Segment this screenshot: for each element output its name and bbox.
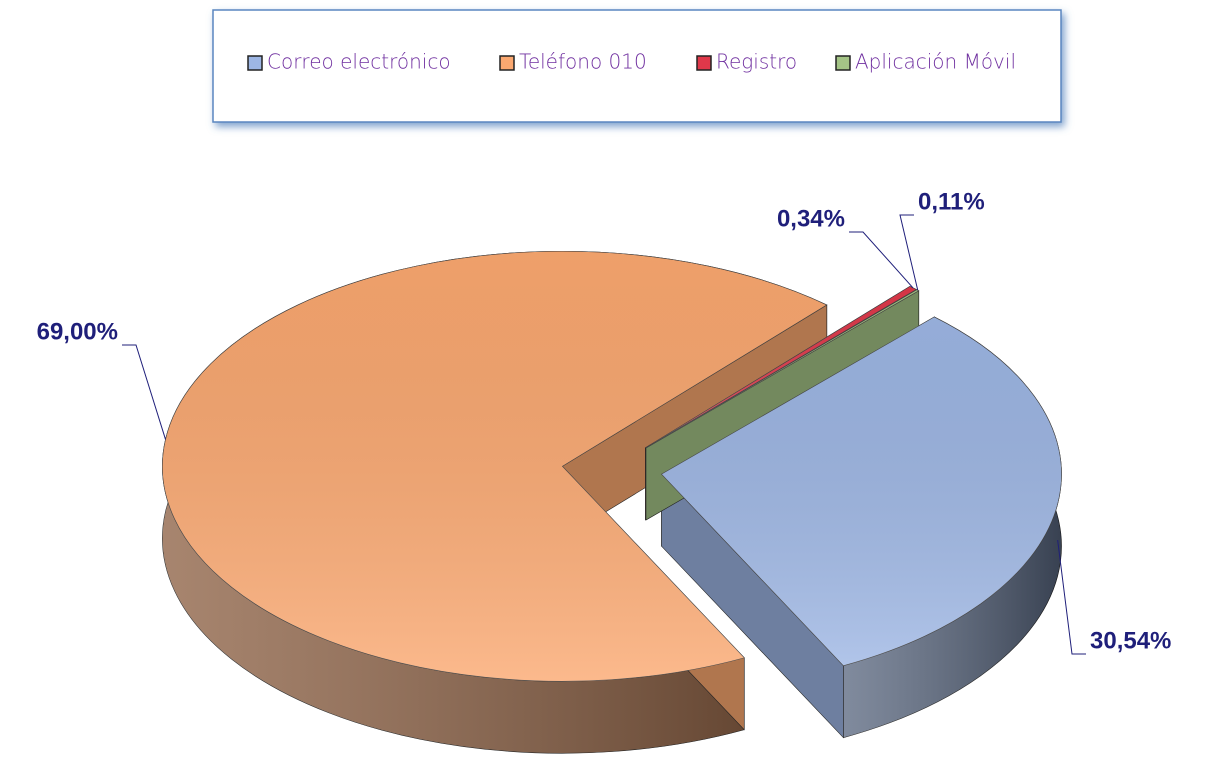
data-label: 0,34% <box>777 205 845 232</box>
slice-gloss <box>162 251 827 682</box>
legend-swatch <box>247 55 263 71</box>
legend-label: Registro <box>716 50 797 74</box>
legend-box <box>212 9 1062 123</box>
legend-label: Correo electrónico <box>267 50 451 74</box>
leader-line <box>899 214 919 291</box>
legend-swatch <box>696 55 712 71</box>
legend-label: Aplicación Móvil <box>855 50 1016 74</box>
legend-label: Teléfono 010 <box>519 50 647 74</box>
pie <box>162 251 1062 682</box>
legend-swatch <box>499 55 515 71</box>
slice-gloss <box>645 286 917 448</box>
data-label: 69,00% <box>37 318 118 345</box>
leader-line <box>122 344 166 440</box>
data-label: 0,11% <box>918 188 985 215</box>
leader-line <box>1057 539 1086 655</box>
data-label: 30,54% <box>1090 627 1171 654</box>
legend-swatch <box>835 55 851 71</box>
slice-gloss <box>645 289 919 448</box>
slice-gloss <box>661 316 1062 666</box>
data-labels: 30,54% 69,00% 0,34% 0,11% <box>37 188 1171 655</box>
legend: Correo electrónico Teléfono 010 Registro Ap… <box>247 50 1016 74</box>
leader-line <box>849 231 914 289</box>
